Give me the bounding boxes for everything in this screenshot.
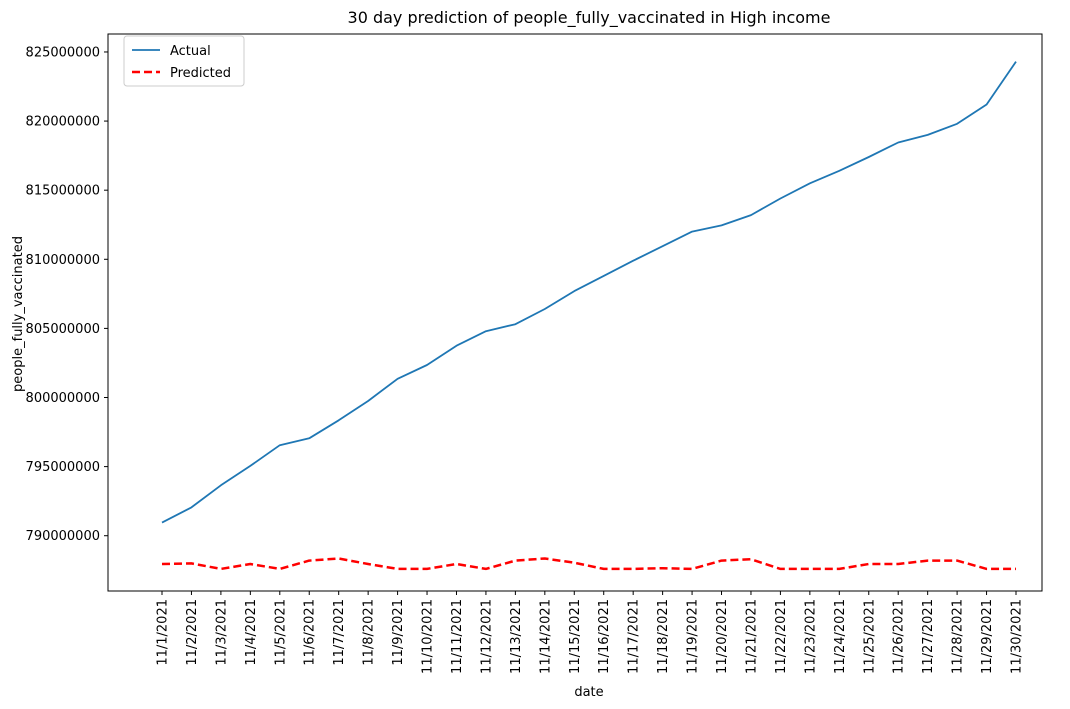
y-tick-label: 805000000 [26, 322, 100, 337]
x-tick-label: 11/20/2021 [715, 599, 730, 674]
x-tick-label: 11/14/2021 [538, 599, 553, 674]
series-layer [161, 61, 1017, 571]
plot-border [107, 33, 1043, 592]
y-tick-label: 790000000 [26, 529, 100, 544]
x-tick-label: 11/23/2021 [803, 599, 818, 674]
y-tick-label: 800000000 [26, 391, 100, 406]
x-tick-label: 11/2/2021 [185, 599, 200, 666]
legend-box [123, 35, 245, 87]
y-axis: 790000000 795000000 800000000 805000000 8100… [26, 45, 108, 544]
x-tick-label: 11/28/2021 [951, 599, 966, 674]
x-tick-label: 11/21/2021 [744, 599, 759, 674]
x-tick-label: 11/7/2021 [332, 599, 347, 666]
x-tick-label: 11/11/2021 [450, 599, 465, 674]
y-tick-label: 820000000 [26, 115, 100, 130]
x-tick-label: 11/8/2021 [362, 599, 377, 666]
x-tick-label: 11/3/2021 [214, 599, 229, 666]
y-tick-label: 815000000 [26, 184, 100, 199]
x-tick-label: 11/5/2021 [273, 599, 288, 666]
x-tick-label: 11/18/2021 [656, 599, 671, 674]
x-tick-label: 11/13/2021 [509, 599, 524, 674]
plot-area [107, 33, 1043, 592]
chart-title: 30 day prediction of people_fully_vaccin… [348, 8, 831, 28]
x-tick-label: 11/17/2021 [627, 599, 642, 674]
x-tick-label: 11/6/2021 [303, 599, 318, 666]
x-tick-label: 11/10/2021 [421, 599, 436, 674]
x-tick-label: 11/19/2021 [686, 599, 701, 674]
x-tick-label: 11/1/2021 [156, 599, 171, 666]
y-tick-label: 825000000 [26, 45, 100, 60]
legend-label-actual: Actual [170, 44, 211, 59]
x-tick-label: 11/24/2021 [833, 599, 848, 674]
x-tick-label: 11/29/2021 [980, 599, 995, 674]
x-tick-label: 11/15/2021 [568, 599, 583, 674]
x-tick-label: 11/16/2021 [597, 599, 612, 674]
y-axis-label: people_fully_vaccinated [11, 236, 26, 392]
y-tick-label: 810000000 [26, 253, 100, 268]
series-line-actual [161, 61, 1017, 524]
x-tick-label: 11/25/2021 [862, 599, 877, 674]
x-tick-label: 11/12/2021 [479, 599, 494, 674]
x-tick-label: 11/27/2021 [921, 599, 936, 674]
y-tick-label: 795000000 [26, 460, 100, 475]
x-axis: 11/1/2021 11/2/2021 11/3/2021 11/4/2021 11/5… [156, 591, 1025, 674]
legend: Actual Predicted [123, 35, 245, 87]
x-axis-label: date [574, 685, 603, 700]
x-tick-label: 11/26/2021 [892, 599, 907, 674]
x-tick-label: 11/4/2021 [244, 599, 259, 666]
x-tick-label: 11/22/2021 [774, 599, 789, 674]
series-line-predicted [161, 557, 1016, 571]
x-tick-label: 11/9/2021 [391, 599, 406, 666]
x-tick-label: 11/30/2021 [1010, 599, 1025, 674]
legend-label-predicted: Predicted [170, 66, 231, 81]
